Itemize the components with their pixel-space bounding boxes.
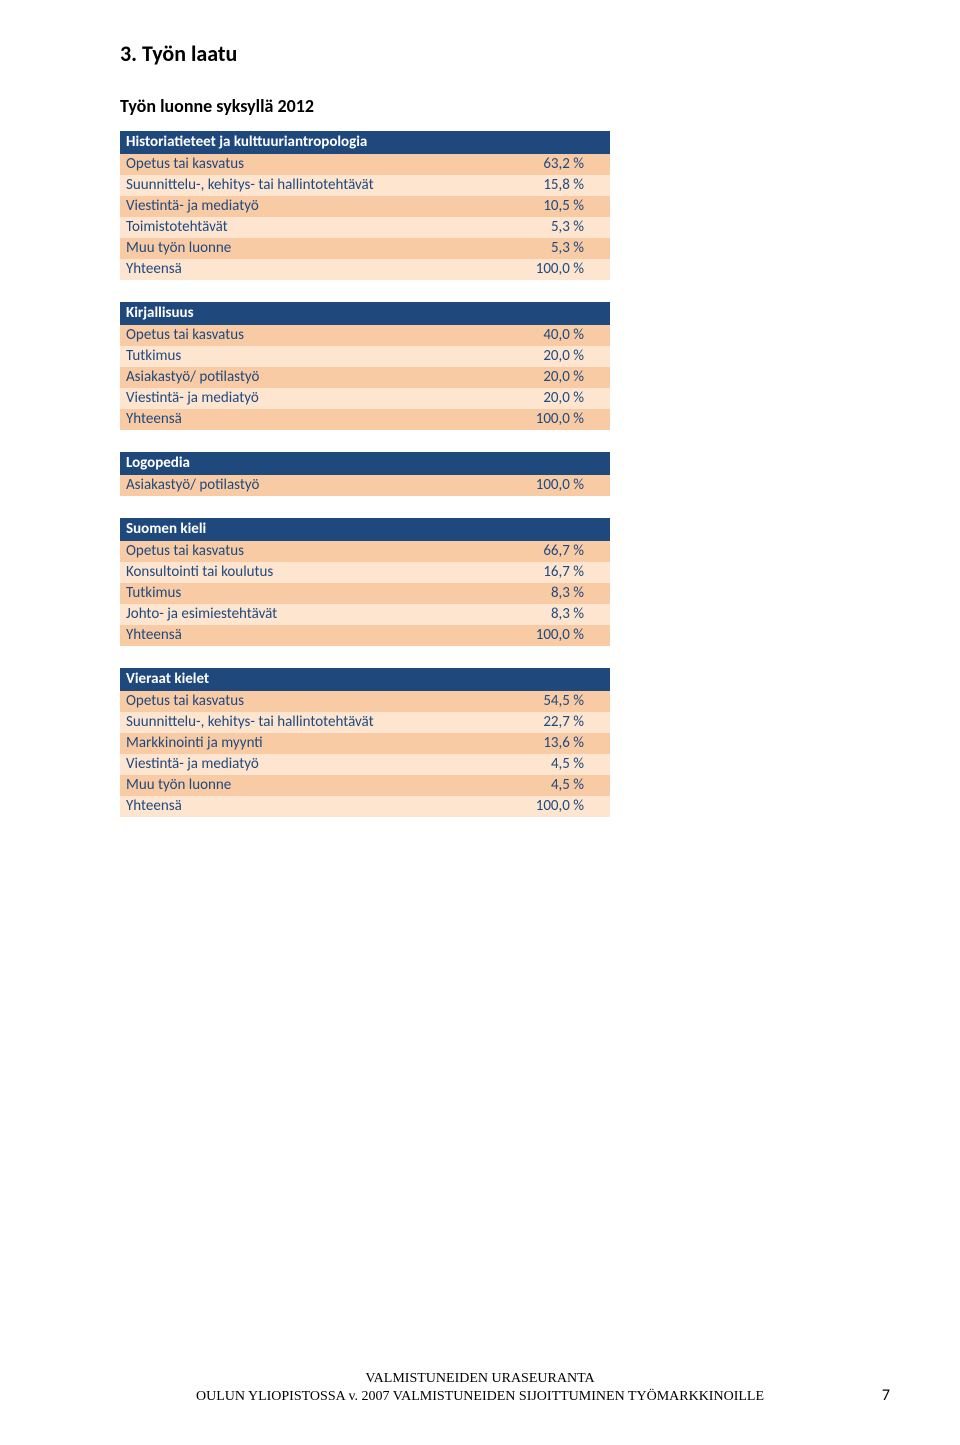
row-label: Tutkimus (126, 584, 486, 602)
row-value: 16,7 % (486, 563, 604, 581)
row-label: Opetus tai kasvatus (126, 542, 486, 560)
row-label: Asiakastyö/ potilastyö (126, 476, 486, 494)
table-row: Opetus tai kasvatus63,2 % (120, 154, 610, 175)
footer-line-1: VALMISTUNEIDEN URASEURANTA (0, 1370, 960, 1388)
table-header-label: Vieraat kielet (126, 670, 486, 688)
row-label: Yhteensä (126, 260, 486, 278)
row-label: Viestintä- ja mediatyö (126, 755, 486, 773)
row-value: 63,2 % (486, 155, 604, 173)
table-row: Johto- ja esimiestehtävät8,3 % (120, 604, 610, 625)
tables-region: Historiatieteet ja kulttuuriantropologia… (120, 131, 870, 817)
table-row: Toimistotehtävät5,3 % (120, 217, 610, 238)
table-row: Yhteensä100,0 % (120, 259, 610, 280)
table-row: Viestintä- ja mediatyö10,5 % (120, 196, 610, 217)
page-number: 7 (882, 1386, 890, 1405)
table-row: Konsultointi tai koulutus16,7 % (120, 562, 610, 583)
row-value: 22,7 % (486, 713, 604, 731)
row-value: 100,0 % (486, 410, 604, 428)
table-header-label: Kirjallisuus (126, 304, 486, 322)
row-value: 5,3 % (486, 239, 604, 257)
row-label: Markkinointi ja myynti (126, 734, 486, 752)
table-header-value (486, 520, 604, 538)
table-block: Suomen kieliOpetus tai kasvatus66,7 %Kon… (120, 518, 610, 646)
table-header-value (486, 304, 604, 322)
row-value: 8,3 % (486, 584, 604, 602)
table-block: Logopedia Asiakastyö/ potilastyö100,0 % (120, 452, 610, 496)
table-header: Historiatieteet ja kulttuuriantropologia (120, 131, 610, 154)
row-label: Johto- ja esimiestehtävät (126, 605, 486, 623)
table-row: Opetus tai kasvatus66,7 % (120, 541, 610, 562)
row-value: 4,5 % (486, 776, 604, 794)
subheading: Työn luonne syksyllä 2012 (120, 95, 870, 117)
row-label: Muu työn luonne (126, 239, 486, 257)
table-row: Opetus tai kasvatus40,0 % (120, 325, 610, 346)
row-value: 54,5 % (486, 692, 604, 710)
row-value: 100,0 % (486, 626, 604, 644)
table-row: Opetus tai kasvatus54,5 % (120, 691, 610, 712)
table-block: KirjallisuusOpetus tai kasvatus40,0 %Tut… (120, 302, 610, 430)
row-label: Tutkimus (126, 347, 486, 365)
row-value: 8,3 % (486, 605, 604, 623)
table-row: Yhteensä100,0 % (120, 796, 610, 817)
table-row: Tutkimus8,3 % (120, 583, 610, 604)
table-row: Suunnittelu-, kehitys- tai hallintotehtä… (120, 712, 610, 733)
row-value: 20,0 % (486, 389, 604, 407)
row-value: 20,0 % (486, 347, 604, 365)
row-value: 100,0 % (486, 476, 604, 494)
row-value: 20,0 % (486, 368, 604, 386)
row-label: Yhteensä (126, 626, 486, 644)
table-header: Suomen kieli (120, 518, 610, 541)
row-label: Opetus tai kasvatus (126, 155, 486, 173)
row-value: 100,0 % (486, 260, 604, 278)
row-value: 10,5 % (486, 197, 604, 215)
row-value: 13,6 % (486, 734, 604, 752)
table-row: Yhteensä100,0 % (120, 409, 610, 430)
table-row: Muu työn luonne4,5 % (120, 775, 610, 796)
table-header-label: Suomen kieli (126, 520, 486, 538)
row-label: Viestintä- ja mediatyö (126, 389, 486, 407)
row-label: Suunnittelu-, kehitys- tai hallintotehtä… (126, 713, 486, 731)
row-label: Suunnittelu-, kehitys- tai hallintotehtä… (126, 176, 486, 194)
table-block: Historiatieteet ja kulttuuriantropologia… (120, 131, 610, 280)
row-label: Yhteensä (126, 410, 486, 428)
row-label: Muu työn luonne (126, 776, 486, 794)
row-label: Viestintä- ja mediatyö (126, 197, 486, 215)
table-header: Vieraat kielet (120, 668, 610, 691)
table-row: Asiakastyö/ potilastyö20,0 % (120, 367, 610, 388)
table-row: Viestintä- ja mediatyö4,5 % (120, 754, 610, 775)
table-row: Suunnittelu-, kehitys- tai hallintotehtä… (120, 175, 610, 196)
row-label: Konsultointi tai koulutus (126, 563, 486, 581)
table-row: Muu työn luonne5,3 % (120, 238, 610, 259)
table-row: Viestintä- ja mediatyö20,0 % (120, 388, 610, 409)
table-header-label: Historiatieteet ja kulttuuriantropologia (126, 133, 486, 151)
table-header-label: Logopedia (126, 454, 486, 472)
table-row: Asiakastyö/ potilastyö100,0 % (120, 475, 610, 496)
row-value: 5,3 % (486, 218, 604, 236)
row-label: Asiakastyö/ potilastyö (126, 368, 486, 386)
table-header: Logopedia (120, 452, 610, 475)
page-container: 3. Työn laatu Työn luonne syksyllä 2012 … (0, 0, 960, 1445)
table-row: Markkinointi ja myynti13,6 % (120, 733, 610, 754)
table-header-value (486, 670, 604, 688)
row-label: Yhteensä (126, 797, 486, 815)
table-block: Vieraat kielet Opetus tai kasvatus54,5 %S… (120, 668, 610, 817)
row-value: 15,8 % (486, 176, 604, 194)
row-label: Opetus tai kasvatus (126, 326, 486, 344)
section-heading: 3. Työn laatu (120, 40, 870, 67)
row-value: 100,0 % (486, 797, 604, 815)
row-label: Toimistotehtävät (126, 218, 486, 236)
table-header: Kirjallisuus (120, 302, 610, 325)
table-row: Yhteensä100,0 % (120, 625, 610, 646)
footer: VALMISTUNEIDEN URASEURANTA OULUN YLIOPIS… (0, 1370, 960, 1405)
table-header-value (486, 133, 604, 151)
table-header-value (486, 454, 604, 472)
footer-line-2: OULUN YLIOPISTOSSA v. 2007 VALMISTUNEIDE… (0, 1388, 960, 1406)
row-value: 40,0 % (486, 326, 604, 344)
row-value: 66,7 % (486, 542, 604, 560)
row-label: Opetus tai kasvatus (126, 692, 486, 710)
row-value: 4,5 % (486, 755, 604, 773)
table-row: Tutkimus20,0 % (120, 346, 610, 367)
